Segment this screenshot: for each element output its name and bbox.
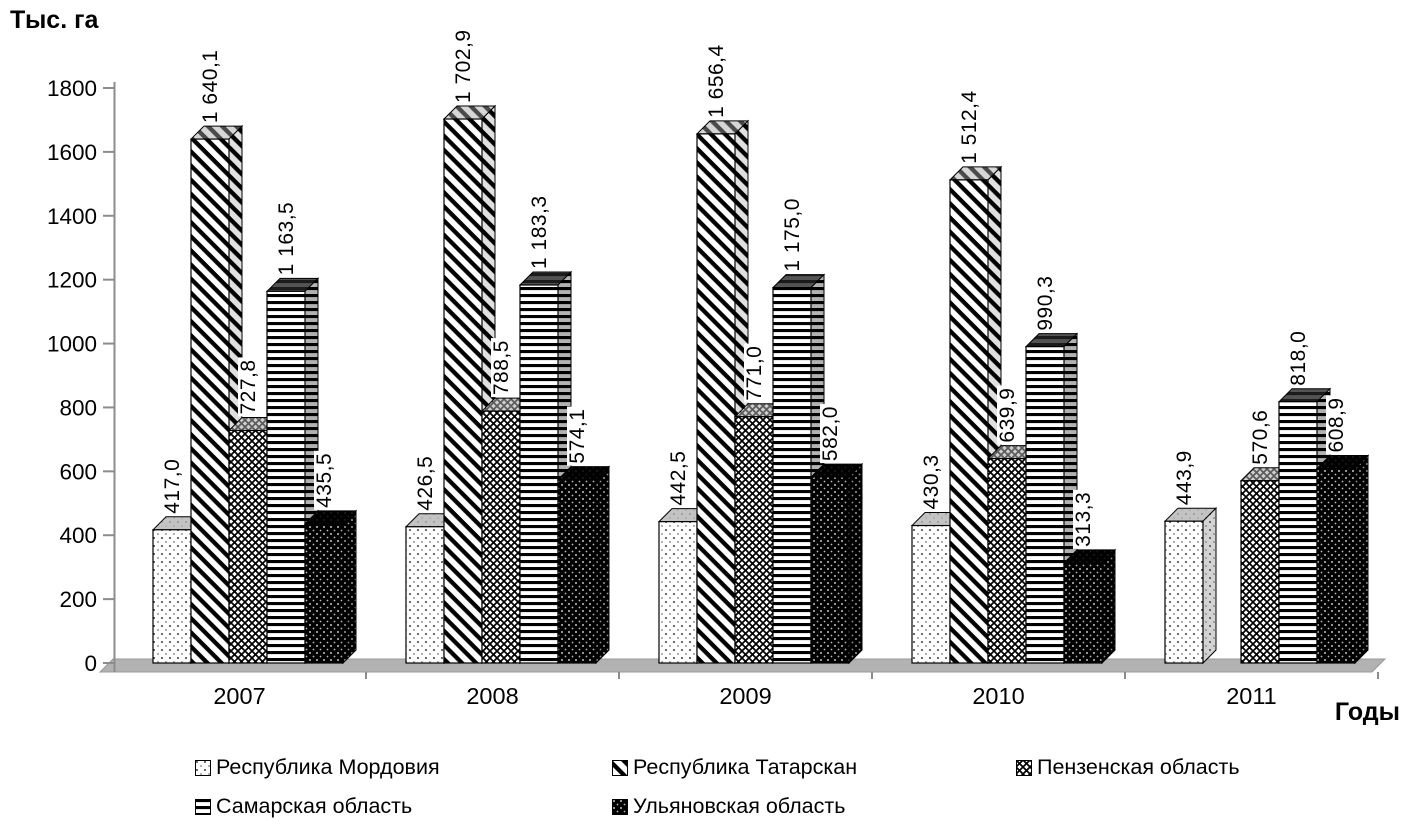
bar-value-label: 1 656,4 <box>705 42 729 120</box>
bar-value-label: 771,0 <box>743 343 767 403</box>
legend-item-2: Пензенская область <box>1016 755 1240 779</box>
svg-text:570,6: 570,6 <box>1249 410 1272 465</box>
y-axis-title: Тыс. га <box>10 6 99 34</box>
y-tick-label: 1400 <box>47 204 97 229</box>
legend-item-0: Республика Мордовия <box>195 755 440 779</box>
bar-value-label: 582,0 <box>819 404 843 464</box>
bar-value-label: 430,3 <box>920 452 944 512</box>
y-tick-label: 600 <box>59 459 97 484</box>
svg-text:818,0: 818,0 <box>1287 331 1310 386</box>
bar-value-label: 1 163,5 <box>275 199 299 278</box>
bar-value-label: 570,6 <box>1249 407 1273 467</box>
bar-value-label: 443,9 <box>1173 448 1197 508</box>
bar-value-label: 435,5 <box>313 450 337 510</box>
bar-value-label: 1 183,3 <box>528 193 552 272</box>
x-axis-title: Годы <box>1334 698 1400 726</box>
legend-label: Республика Татарскан <box>633 755 858 779</box>
svg-text:608,9: 608,9 <box>1325 397 1348 452</box>
y-tick-label: 1000 <box>47 332 97 357</box>
bar-2007-series-4 <box>303 509 358 665</box>
y-tick-label: 800 <box>59 395 97 420</box>
bar-value-label: 990,3 <box>1034 273 1058 333</box>
bar-2007-series-1 <box>189 124 244 665</box>
svg-text:1 183,3: 1 183,3 <box>528 195 551 269</box>
y-tick-label: 1800 <box>47 76 97 101</box>
y-tick-label: 1200 <box>47 268 97 293</box>
legend-item-1: Республика Татарскан <box>612 755 858 779</box>
bar-2008-series-3 <box>518 270 573 665</box>
svg-text:1 656,4: 1 656,4 <box>705 44 728 118</box>
bar-value-label: 788,5 <box>490 338 514 398</box>
x-category-label: 2009 <box>719 683 771 709</box>
svg-text:771,0: 771,0 <box>743 346 766 401</box>
y-tick-label: 0 <box>84 651 97 676</box>
legend-label: Республика Мордовия <box>216 755 440 779</box>
bar-value-label: 426,5 <box>414 453 438 513</box>
svg-text:574,1: 574,1 <box>566 409 589 464</box>
bar-value-label: 727,8 <box>237 357 261 417</box>
bar-chart-canvas: 0 200 400 600 800 1000 1200 1400 1600 1800 2007 200… <box>47 27 1387 709</box>
x-category-label: 2007 <box>213 683 265 709</box>
svg-text:313,3: 313,3 <box>1072 492 1095 547</box>
bar-2011-series-4 <box>1315 454 1370 665</box>
legend-swatch-icon <box>195 798 211 815</box>
x-category-label: 2010 <box>972 683 1024 709</box>
bar-value-label: 313,3 <box>1072 489 1096 549</box>
svg-text:1 640,1: 1 640,1 <box>199 50 222 124</box>
y-tick-label: 1600 <box>47 140 97 165</box>
legend-label: Самарская область <box>216 794 413 818</box>
bar-value-label: 639,9 <box>996 385 1020 445</box>
bar-value-label: 1 512,4 <box>958 88 982 166</box>
bar-value-label: 818,0 <box>1287 328 1311 388</box>
legend-swatch-icon <box>612 759 628 776</box>
svg-text:442,5: 442,5 <box>667 451 690 506</box>
svg-text:1 163,5: 1 163,5 <box>275 202 298 276</box>
svg-text:1 512,4: 1 512,4 <box>958 90 981 164</box>
bar-2010-series-4 <box>1062 548 1117 665</box>
legend-swatch-icon <box>1016 759 1032 776</box>
svg-text:443,9: 443,9 <box>1173 450 1196 505</box>
svg-text:727,8: 727,8 <box>237 359 260 414</box>
svg-text:417,0: 417,0 <box>161 459 184 514</box>
legend-swatch-icon <box>195 759 211 776</box>
svg-text:639,9: 639,9 <box>996 388 1019 443</box>
y-tick-label: 200 <box>59 587 97 612</box>
svg-text:435,5: 435,5 <box>313 453 336 508</box>
legend-label: Пензенская область <box>1037 755 1240 779</box>
bar-2008-series-4 <box>556 465 611 665</box>
svg-text:582,0: 582,0 <box>819 406 842 461</box>
bar-2009-series-4 <box>809 462 864 665</box>
bar-value-label: 442,5 <box>667 448 691 508</box>
y-tick-label: 400 <box>59 523 97 548</box>
x-category-label: 2008 <box>466 683 518 709</box>
bar-value-label: 1 640,1 <box>199 47 223 126</box>
bar-value-label: 608,9 <box>1325 395 1349 455</box>
svg-text:430,3: 430,3 <box>920 454 943 509</box>
svg-text:788,5: 788,5 <box>490 340 513 395</box>
legend-swatch-icon <box>612 798 628 815</box>
bar-value-label: 1 702,9 <box>452 27 476 106</box>
legend-item-4: Ульяновская область <box>612 794 846 818</box>
bar-value-label: 1 175,0 <box>781 196 805 274</box>
svg-text:426,5: 426,5 <box>414 456 437 511</box>
svg-text:990,3: 990,3 <box>1034 276 1057 331</box>
svg-text:1 175,0: 1 175,0 <box>781 198 804 272</box>
bar-2011-series-0 <box>1163 506 1218 665</box>
svg-text:1 702,9: 1 702,9 <box>452 29 475 103</box>
legend-label: Ульяновская область <box>633 794 846 818</box>
x-category-label: 2011 <box>1226 683 1277 709</box>
legend-item-3: Самарская область <box>195 794 413 818</box>
bar-value-label: 417,0 <box>161 456 185 516</box>
bar-value-label: 574,1 <box>566 406 590 466</box>
